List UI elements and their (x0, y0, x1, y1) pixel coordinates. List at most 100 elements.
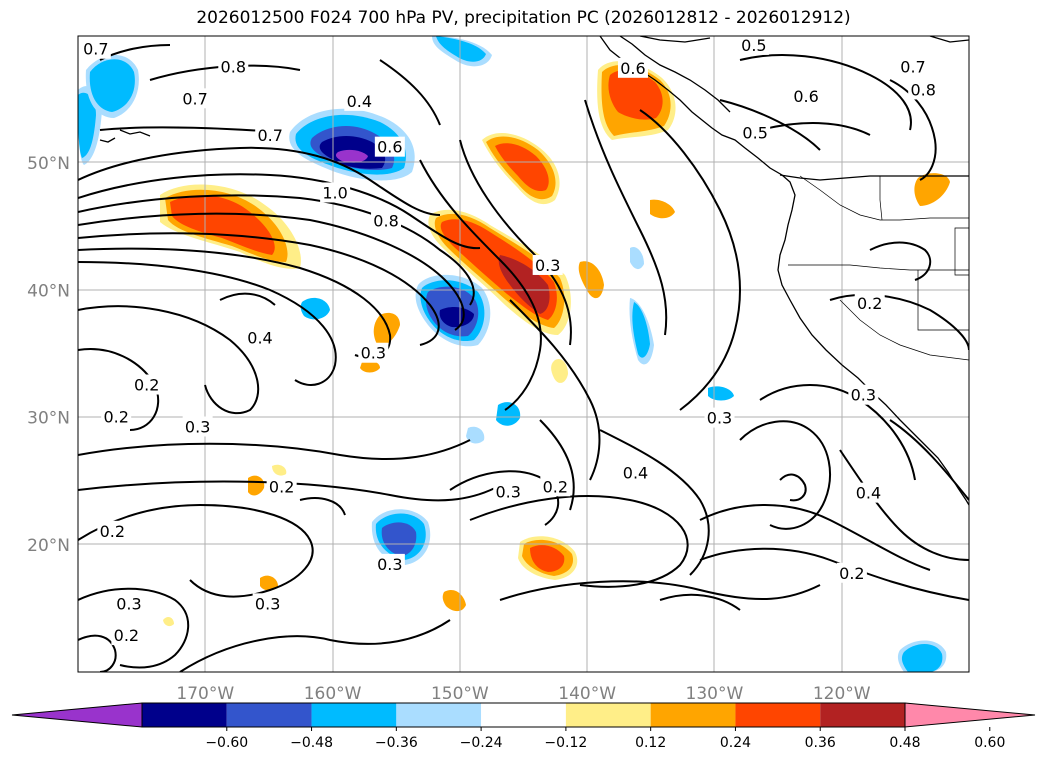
contour-label: 0.2 (269, 477, 294, 496)
contour-label-halo (853, 482, 884, 503)
colorbar-tick-label: −0.48 (290, 735, 333, 751)
contour-label-halo (540, 476, 571, 497)
contour-label: 0.3 (185, 418, 210, 437)
colorbar-swatch (650, 703, 736, 727)
map-background (78, 36, 969, 672)
contour-label: 0.3 (707, 409, 732, 428)
contour-label: 0.2 (543, 477, 568, 496)
lon-tick-label: 160°W (304, 684, 362, 704)
map-frame (77, 35, 970, 673)
contour-label-halo (371, 210, 402, 231)
contour-label: 0.8 (910, 80, 935, 99)
contour-label: 0.5 (741, 36, 766, 55)
contour-label-halo (113, 593, 144, 614)
borders (788, 175, 969, 361)
lon-tick-label: 150°W (431, 684, 489, 704)
contour-label-halo (101, 406, 132, 427)
colorbar-tick-label: 0.60 (974, 735, 1005, 751)
contour-label: 0.3 (255, 594, 280, 613)
contour-label-halo (791, 85, 822, 106)
contour-label-halo (266, 476, 297, 497)
colorbar-swatch (735, 703, 821, 727)
contour-label-halo (182, 416, 213, 437)
contour-label: 0.4 (623, 463, 648, 482)
lon-tick-label: 170°W (176, 684, 234, 704)
colorbar-min-extension (11, 702, 143, 728)
contour-label-halo (252, 593, 283, 614)
colorbar-tick-label: −0.12 (544, 735, 587, 751)
gridlines (78, 36, 969, 672)
contour-label: 0.2 (839, 564, 864, 583)
contour-label: 0.4 (856, 484, 881, 503)
contour-label-halo (344, 90, 375, 111)
contour-label-halo (848, 384, 879, 405)
contour-label-halo (854, 293, 885, 314)
lon-tick-label: 120°W (813, 684, 871, 704)
colorbar-tick-label: 0.24 (720, 735, 751, 751)
colorbar-max-extension (904, 702, 1036, 728)
contour-label: 0.6 (620, 59, 645, 78)
contour-label-halo (740, 122, 771, 143)
map-panel: 0.7 0.8 0.7 0.4 0.7 0.6 1.0 0.8 0.4 0.3 0.3 0.6 0.5 0… (77, 35, 970, 673)
contour-label-halo (245, 327, 276, 348)
colorbar-swatch (142, 703, 227, 727)
contour-label-halo (255, 125, 286, 146)
colorbar-swatches (11, 702, 1036, 728)
colorbar-tick-label: −0.36 (375, 735, 418, 751)
contour-label-halo (358, 342, 389, 363)
colorbar-tick-label: 0.48 (889, 735, 920, 751)
contour-label-halo (738, 36, 769, 55)
contour-label-halo (111, 625, 142, 646)
longitude-axis: 170°W 160°W 150°W 140°W 130°W 120°W (176, 684, 870, 704)
contour-label: 0.4 (347, 92, 372, 111)
contour-label: 0.2 (114, 626, 139, 645)
colorbar-swatch (481, 703, 566, 727)
contour-label-halo (131, 374, 162, 395)
colorbar: −0.60 −0.48 −0.36 −0.24 −0.12 0.12 0.24 0.36 0.4… (11, 702, 1036, 751)
contour-label-halo (836, 562, 867, 583)
lon-tick-label: 130°W (686, 684, 744, 704)
contour-label-halo (374, 553, 405, 574)
colorbar-tick-labels: −0.60 −0.48 −0.36 −0.24 −0.12 0.12 0.24 0.36 0.4… (205, 727, 1005, 751)
contour-label: 0.7 (83, 40, 108, 59)
contour-label-halo (320, 182, 351, 203)
contour-label: 0.8 (221, 58, 246, 77)
colorbar-tick-label: 0.12 (635, 735, 666, 751)
contour-label: 1.0 (322, 183, 347, 202)
lon-tick-label: 140°W (558, 684, 616, 704)
colorbar-tick-label: −0.60 (205, 735, 248, 751)
lat-tick-label: 40°N (27, 281, 70, 301)
contour-label: 0.2 (100, 522, 125, 541)
lat-tick-label: 50°N (27, 154, 70, 174)
colorbar-tick-label: 0.36 (805, 735, 836, 751)
contour-label: 0.3 (851, 386, 876, 405)
contour-label-halo (180, 88, 211, 109)
contour-label-halo (704, 407, 735, 428)
latitude-axis: 20°N 30°N 40°N 50°N (27, 154, 70, 556)
lat-tick-label: 20°N (27, 536, 70, 556)
contour-label-halo (617, 57, 648, 78)
colorbar-swatch (820, 703, 905, 727)
contour-label: 0.3 (495, 482, 520, 501)
contour-label-halo (80, 38, 111, 59)
map-title: 2026012500 F024 700 hPa PV, precipitatio… (196, 8, 851, 28)
contour-label: 0.2 (103, 407, 128, 426)
contour-label-halo (908, 79, 939, 100)
colorbar-swatch (396, 703, 482, 727)
contour-label: 0.3 (377, 555, 402, 574)
contour-label: 0.4 (247, 328, 272, 347)
colorbar-tick-label: −0.24 (460, 735, 503, 751)
contour-label-halo (897, 56, 928, 77)
colorbar-outline (141, 702, 906, 728)
contour-label: 0.8 (373, 211, 398, 230)
contour-label: 0.6 (377, 138, 402, 157)
contour-label-halo (218, 56, 249, 77)
colorbar-swatch (311, 703, 397, 727)
contour-label: 0.2 (134, 376, 159, 395)
colorbar-swatch (565, 703, 651, 727)
contour-label: 0.5 (742, 124, 767, 143)
contour-label-halo (493, 481, 524, 502)
contour-label: 0.3 (116, 594, 141, 613)
contour-label-halo (97, 520, 128, 541)
